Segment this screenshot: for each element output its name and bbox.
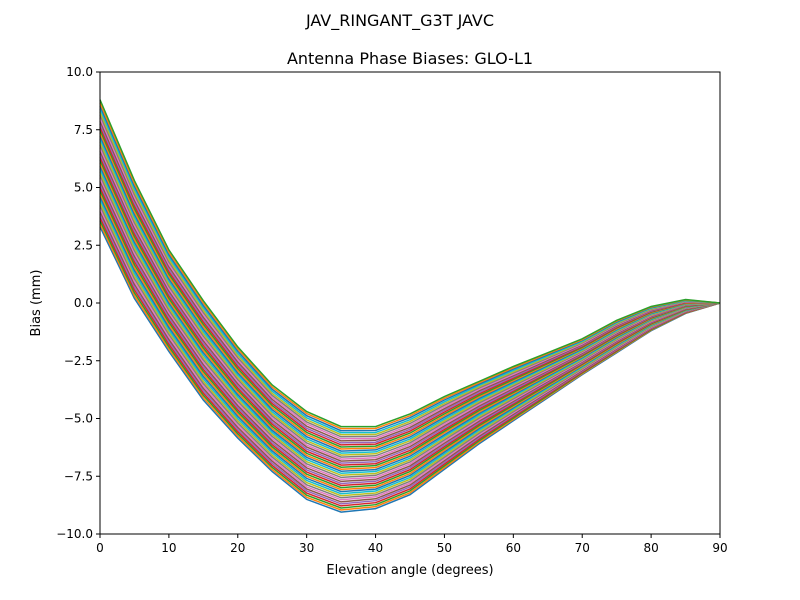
series-line: [99, 99, 721, 428]
series-line-interp: [99, 114, 721, 438]
y-tick-label: 10.0: [66, 65, 93, 79]
series-line-interp: [99, 120, 721, 442]
y-tick-label: −2.5: [64, 354, 93, 368]
suptitle: JAV_RINGANT_G3T JAVC: [305, 11, 494, 31]
x-tick-label: 70: [575, 541, 590, 555]
x-tick-label: 90: [712, 541, 727, 555]
x-tick-label: 80: [643, 541, 658, 555]
y-tick-label: 5.0: [74, 181, 93, 195]
y-tick-label: −7.5: [64, 469, 93, 483]
x-axis: 0 10 20 30 40 50 60 70 80 90: [96, 534, 728, 555]
y-tick-label: 2.5: [74, 238, 93, 252]
x-tick-label: 20: [230, 541, 245, 555]
x-tick-label: 50: [437, 541, 452, 555]
y-axis-label: Bias (mm): [29, 270, 44, 337]
x-tick-label: 60: [506, 541, 521, 555]
chart-title: Antenna Phase Biases: GLO-L1: [287, 49, 533, 68]
series-lines: [99, 99, 721, 513]
y-tick-label: −5.0: [64, 412, 93, 426]
y-tick-label: 7.5: [74, 123, 93, 137]
x-tick-label: 30: [299, 541, 314, 555]
y-axis: −10.0 −7.5 −5.0 −2.5 0.0 2.5 5.0 7.5 10.0: [56, 65, 100, 541]
y-tick-label: 0.0: [74, 296, 93, 310]
series-line-interp: [99, 123, 721, 444]
x-tick-label: 0: [96, 541, 104, 555]
x-axis-label: Elevation angle (degrees): [326, 563, 493, 578]
x-tick-label: 10: [161, 541, 176, 555]
y-tick-label: −10.0: [56, 527, 93, 541]
series-line: [99, 117, 721, 440]
x-tick-label: 40: [368, 541, 383, 555]
